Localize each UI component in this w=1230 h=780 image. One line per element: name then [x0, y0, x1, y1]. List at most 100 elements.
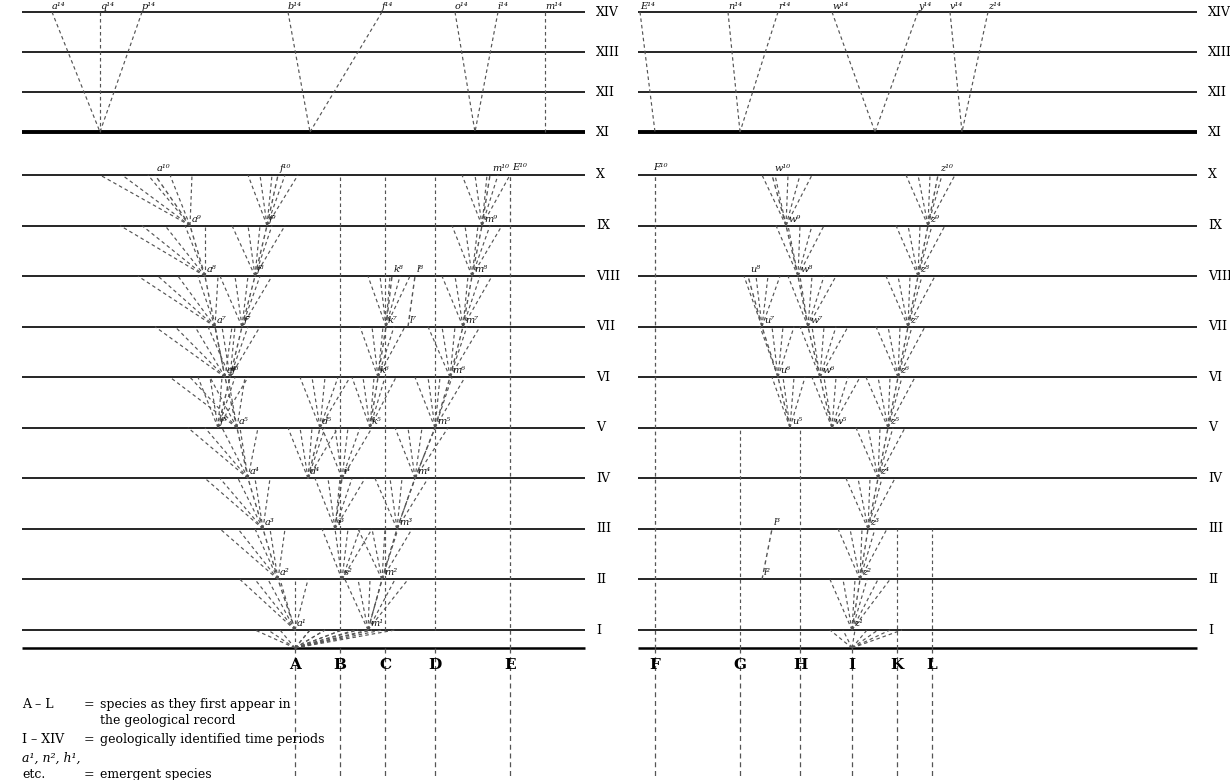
Text: VII: VII: [597, 320, 615, 333]
Text: f¹⁰: f¹⁰: [280, 164, 292, 173]
Text: a⁵: a⁵: [239, 417, 248, 426]
Text: z⁶: z⁶: [900, 367, 909, 375]
Text: r¹⁴: r¹⁴: [779, 2, 791, 11]
Text: G: G: [733, 658, 747, 672]
Text: a⁷: a⁷: [216, 316, 226, 324]
Text: m⁵: m⁵: [437, 417, 450, 426]
Text: IX: IX: [597, 219, 610, 232]
Text: =: =: [84, 768, 95, 780]
Text: i⁴: i⁴: [344, 467, 351, 477]
Text: w⁶: w⁶: [822, 367, 834, 375]
Text: f¹⁴: f¹⁴: [383, 2, 394, 11]
Text: f⁸: f⁸: [257, 265, 264, 274]
Text: etc.: etc.: [22, 768, 46, 780]
Text: VIII: VIII: [597, 270, 620, 282]
Text: z⁸: z⁸: [920, 265, 929, 274]
Text: l⁷: l⁷: [410, 316, 417, 324]
Text: y¹⁴: y¹⁴: [918, 2, 931, 11]
Text: z¹: z¹: [854, 619, 863, 628]
Text: m¹⁰: m¹⁰: [492, 164, 509, 173]
Text: XIV: XIV: [1208, 5, 1230, 19]
Text: m³: m³: [399, 518, 412, 527]
Text: i¹⁴: i¹⁴: [498, 2, 509, 11]
Text: XIII: XIII: [597, 45, 620, 58]
Text: species as they first appear in: species as they first appear in: [100, 698, 290, 711]
Text: XII: XII: [1208, 86, 1226, 98]
Text: f⁶: f⁶: [232, 367, 240, 375]
Text: IV: IV: [597, 472, 610, 485]
Text: z⁴: z⁴: [879, 467, 889, 477]
Text: II: II: [597, 573, 606, 586]
Text: II: II: [1208, 573, 1218, 586]
Text: n¹⁴: n¹⁴: [728, 2, 742, 11]
Text: the geological record: the geological record: [100, 714, 235, 727]
Text: XIII: XIII: [1208, 45, 1230, 58]
Text: X: X: [597, 168, 605, 182]
Text: VII: VII: [1208, 320, 1228, 333]
Text: a¹⁰: a¹⁰: [157, 164, 171, 173]
Text: w⁵: w⁵: [834, 417, 846, 426]
Text: m⁹: m⁹: [483, 215, 497, 224]
Text: m¹⁴: m¹⁴: [545, 2, 562, 11]
Text: z¹⁰: z¹⁰: [940, 164, 953, 173]
Text: V: V: [1208, 421, 1216, 434]
Text: C: C: [379, 658, 391, 672]
Text: z³: z³: [870, 518, 879, 527]
Text: XII: XII: [597, 86, 615, 98]
Text: E¹⁰: E¹⁰: [512, 163, 526, 172]
Text: X: X: [1208, 168, 1216, 182]
Text: w¹⁴: w¹⁴: [831, 2, 849, 11]
Text: b¹⁴: b¹⁴: [288, 2, 303, 11]
Text: m²: m²: [384, 569, 397, 577]
Text: VI: VI: [597, 370, 610, 384]
Text: geologically identified time periods: geologically identified time periods: [100, 733, 325, 746]
Text: I: I: [597, 623, 601, 636]
Text: i³: i³: [337, 518, 344, 527]
Text: q¹⁴: q¹⁴: [100, 2, 114, 11]
Text: XI: XI: [1208, 126, 1221, 139]
Text: I: I: [849, 658, 856, 672]
Text: E¹⁴: E¹⁴: [640, 2, 654, 11]
Text: I – XIV: I – XIV: [22, 733, 64, 746]
Text: k⁸: k⁸: [394, 265, 403, 274]
Text: u⁸: u⁸: [750, 265, 760, 274]
Text: a³: a³: [264, 518, 274, 527]
Text: m¹: m¹: [370, 619, 383, 628]
Text: l³: l³: [774, 518, 781, 527]
Text: s²: s²: [344, 569, 353, 577]
Text: w⁷: w⁷: [811, 316, 822, 324]
Text: =: =: [84, 698, 95, 711]
Text: z⁵: z⁵: [891, 417, 899, 426]
Text: d⁴: d⁴: [310, 467, 320, 477]
Text: a¹: a¹: [296, 619, 306, 628]
Text: B: B: [333, 658, 347, 672]
Text: u⁷: u⁷: [764, 316, 774, 324]
Text: K: K: [891, 658, 904, 672]
Text: F: F: [649, 658, 661, 672]
Text: z²: z²: [862, 569, 871, 577]
Text: E: E: [504, 658, 515, 672]
Text: f⁷: f⁷: [244, 316, 251, 324]
Text: z⁷: z⁷: [910, 316, 919, 324]
Text: m⁸: m⁸: [474, 265, 487, 274]
Text: VI: VI: [1208, 370, 1221, 384]
Text: l²: l²: [764, 569, 771, 577]
Text: IV: IV: [1208, 472, 1221, 485]
Text: a⁴: a⁴: [250, 467, 260, 477]
Text: a⁹: a⁹: [192, 215, 202, 224]
Text: m⁶: m⁶: [451, 367, 465, 375]
Text: z⁹: z⁹: [930, 215, 938, 224]
Text: III: III: [1208, 523, 1223, 535]
Text: a¹⁴: a¹⁴: [52, 2, 65, 11]
Text: w⁹: w⁹: [788, 215, 801, 224]
Text: D: D: [428, 658, 442, 672]
Text: m⁴: m⁴: [417, 467, 430, 477]
Text: emergent species: emergent species: [100, 768, 212, 780]
Text: F¹⁰: F¹⁰: [653, 163, 668, 172]
Text: VIII: VIII: [1208, 270, 1230, 282]
Text: a¹, n², h¹,: a¹, n², h¹,: [22, 752, 80, 765]
Text: k⁷: k⁷: [387, 316, 397, 324]
Text: V: V: [597, 421, 605, 434]
Text: XIV: XIV: [597, 5, 619, 19]
Text: l⁸: l⁸: [417, 265, 424, 274]
